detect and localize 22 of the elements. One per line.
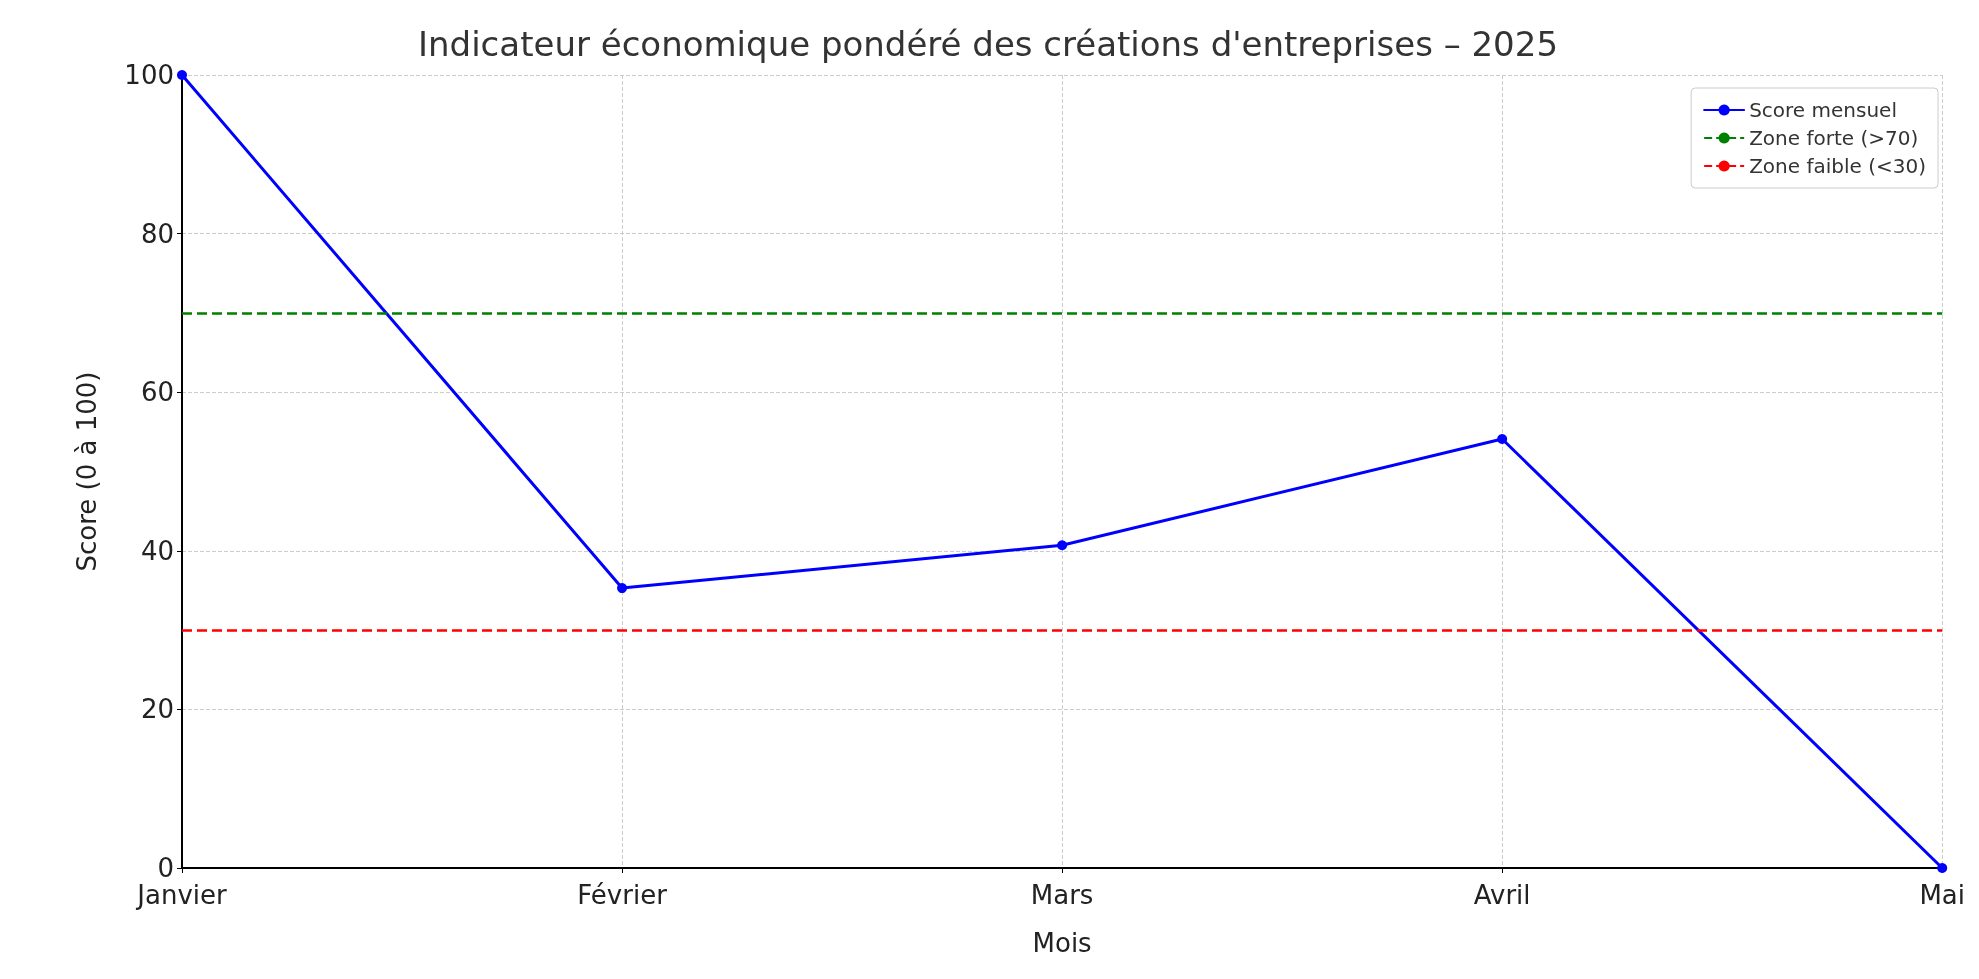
- point: [1497, 433, 1508, 444]
- x-axis-title: Mois: [1032, 928, 1092, 958]
- x-tick-label: Mars: [1030, 880, 1094, 910]
- point: [617, 583, 628, 594]
- legend-label: Score mensuel: [1749, 98, 1897, 122]
- x-tick-label: Février: [577, 880, 668, 910]
- y-tick-label: 100: [124, 60, 174, 90]
- point: [177, 70, 187, 80]
- x-tick-label: Avril: [1473, 880, 1531, 910]
- y-tick-label: 40: [140, 535, 174, 566]
- point: [1937, 863, 1948, 873]
- y-tick-label: 80: [140, 218, 174, 249]
- legend-label: Zone forte (>70): [1749, 126, 1919, 150]
- point: [1057, 540, 1068, 551]
- y-tick-label: 20: [140, 694, 174, 725]
- legend-label: Zone faible (<30): [1749, 154, 1926, 178]
- chart-title: Indicateur économique pondéré des créations d'entreprises – 2025: [417, 24, 1559, 64]
- x-tick-label: Mai: [1919, 880, 1965, 910]
- y-tick-label: 0: [157, 853, 174, 883]
- y-axis-title: Score (0 à 100): [72, 371, 102, 572]
- x-tick-label: Janvier: [135, 880, 227, 910]
- y-tick-label: 60: [140, 377, 174, 408]
